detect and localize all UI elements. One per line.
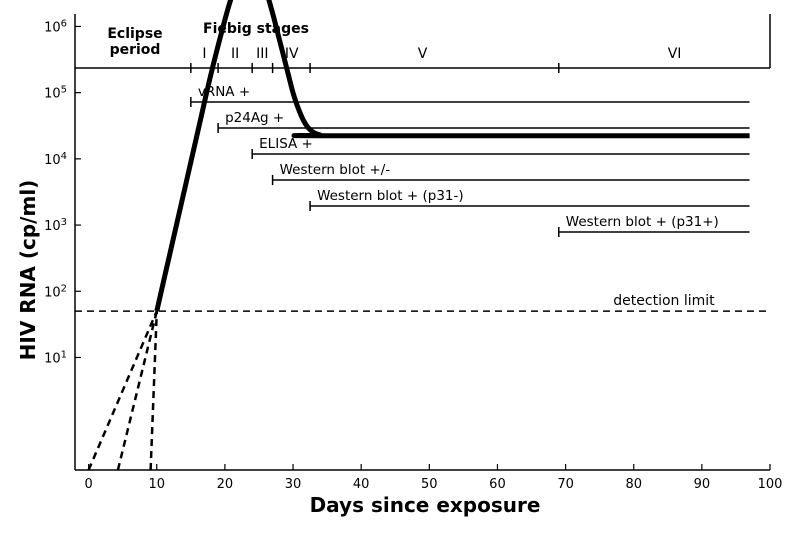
assay-label: p24Ag +: [225, 110, 284, 126]
x-tick-label: 60: [489, 477, 506, 492]
x-tick-label: 20: [217, 477, 234, 492]
assay-label: Western blot + (p31+): [566, 214, 719, 230]
y-tick-label: 102: [44, 283, 67, 301]
assay-bars: vRNA + p24Ag + ELISA + Western blot +/- West…: [190, 84, 750, 237]
eclipse-extrapolation-line: [149, 311, 159, 471]
y-tick-label: 103: [44, 217, 67, 235]
y-axis-ticks: 101102103104105106107: [44, 18, 81, 367]
x-tick-label: 10: [148, 477, 165, 492]
x-axis-ticks: 0 10 20 30 40 50 60 70 80 90 100: [84, 464, 782, 492]
x-axis-title: Days since exposure: [310, 493, 541, 517]
annotation-layer: I II III IV V VI: [75, 46, 770, 312]
x-tick-label: 90: [694, 477, 711, 492]
series-layer: [87, 0, 750, 471]
fiebig-stage-label: IV: [285, 46, 299, 62]
eclipse-extrapolation-line: [87, 310, 158, 471]
fiebig-stage-label: VI: [668, 46, 682, 62]
assay-label: ELISA +: [259, 136, 313, 152]
fiebig-title: Fiebig stages: [203, 21, 309, 37]
y-axis-title: HIV RNA (cp/ml): [16, 180, 40, 361]
eclipse-extrapolation-line: [116, 310, 159, 471]
viral-load-curve: [154, 0, 750, 312]
y-tick-label: 106: [44, 18, 67, 36]
x-tick-label: 100: [758, 477, 783, 492]
x-tick-label: 80: [625, 477, 642, 492]
eclipse-label-line2: period: [110, 42, 161, 58]
fiebig-stage-label: II: [231, 46, 239, 62]
axes-frame: [74, 14, 771, 471]
x-tick-label: 30: [285, 477, 302, 492]
detection-limit-label: detection limit: [613, 293, 715, 309]
x-tick-label: 40: [353, 477, 370, 492]
x-tick-label: 70: [557, 477, 574, 492]
y-tick-label: 101: [44, 349, 67, 367]
fiebig-stage-label: I: [202, 46, 206, 62]
eclipse-label-line1: Eclipse: [107, 26, 162, 42]
fiebig-stage-label: III: [256, 46, 268, 62]
x-tick-label: 0: [84, 477, 92, 492]
assay-label: Western blot +/-: [280, 162, 391, 178]
fiebig-stage-label: V: [418, 46, 428, 62]
assay-label: Western blot + (p31-): [317, 188, 464, 204]
assay-label: vRNA +: [198, 84, 250, 100]
x-tick-label: 50: [421, 477, 438, 492]
y-tick-label: 104: [44, 150, 67, 168]
y-tick-label: 105: [44, 84, 67, 102]
